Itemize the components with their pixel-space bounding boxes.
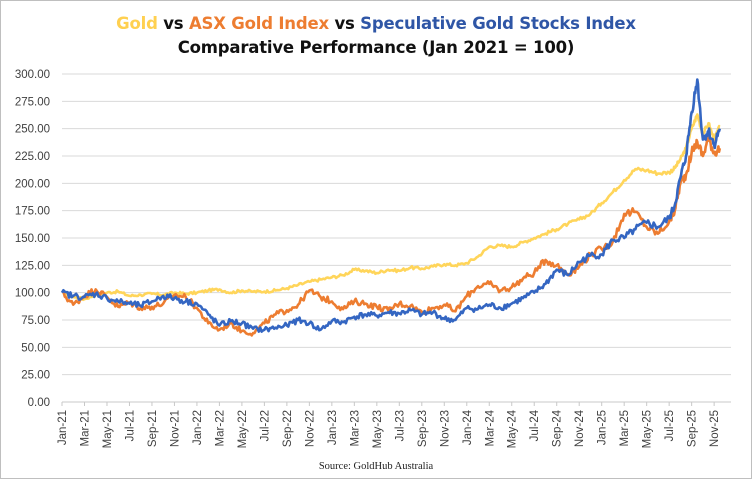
y-tick-label: 100.00: [15, 288, 50, 300]
x-tick-label: Sep-23: [417, 410, 429, 447]
y-tick-label: 75.00: [21, 315, 50, 327]
y-axis: 0.00 25.00 50.00 75.00 100.00 125.00 150.00 175…: [15, 69, 50, 409]
x-tick-label: Nov-24: [574, 409, 586, 447]
title-asx: ASX Gold Index: [188, 14, 329, 33]
y-tick-label: 200.00: [15, 178, 50, 190]
x-tick-label: Jan-23: [327, 410, 339, 445]
chart-title: Gold vs ASX Gold Index vs Speculative Go…: [0, 14, 752, 33]
series-line-spec: [60, 78, 722, 333]
y-tick-label: 275.00: [15, 96, 50, 108]
x-tick-label: May-24: [507, 409, 519, 448]
x-tick-label: Jul-23: [394, 410, 406, 441]
x-tick-label: Jul-24: [529, 409, 541, 441]
y-tick-label: 0.00: [28, 397, 50, 409]
x-tick-label: Jan-24: [462, 409, 474, 445]
x-tick-label: Mar-23: [349, 410, 361, 446]
x-axis: Jan-21 Mar-21 May-21 Jul-21 Sep-21 Nov-21 Jan-…: [57, 402, 721, 448]
x-tick-label: Mar-25: [619, 410, 631, 446]
title-vs-1: vs: [157, 14, 189, 33]
x-tick-label: Nov-21: [169, 410, 181, 447]
x-tick-label: May-22: [237, 410, 249, 448]
x-tick-label: Mar-24: [484, 409, 496, 446]
series-lines: [60, 78, 722, 337]
chart-subtitle: Comparative Performance (Jan 2021 = 100): [177, 38, 575, 57]
x-tick-label: Jul-22: [259, 410, 271, 441]
title-gold: Gold: [116, 14, 158, 33]
x-tick-label: Jan-21: [57, 410, 69, 445]
x-tick-label: Jan-25: [597, 410, 609, 445]
y-tick-label: 125.00: [15, 260, 50, 272]
x-tick-label: Jul-25: [664, 410, 676, 441]
x-tick-label: Mar-21: [79, 410, 91, 446]
title-spec: Speculative Gold Stocks Index: [360, 14, 636, 33]
series-line-gold: [61, 113, 721, 302]
x-tick-label: Sep-25: [687, 410, 699, 447]
y-tick-label: 300.00: [15, 69, 50, 81]
y-tick-label: 175.00: [15, 206, 50, 218]
y-tick-label: 50.00: [21, 342, 50, 354]
source-note: Source: GoldHub Australia: [318, 461, 434, 472]
x-tick-label: May-25: [642, 410, 654, 448]
x-tick-label: Nov-23: [439, 410, 451, 447]
y-tick-label: 225.00: [15, 151, 50, 163]
x-tick-label: Sep-24: [552, 409, 564, 447]
x-tick-label: Nov-22: [304, 410, 316, 447]
x-tick-label: Jan-22: [192, 410, 204, 445]
gridlines: [62, 73, 731, 403]
y-tick-label: 250.00: [15, 124, 50, 136]
y-tick-label: 25.00: [21, 370, 50, 382]
x-tick-label: Nov-25: [709, 410, 721, 447]
title-vs-2: vs: [328, 14, 361, 33]
x-tick-label: Sep-21: [147, 410, 159, 447]
x-tick-label: May-21: [102, 410, 114, 448]
y-tick-label: 150.00: [15, 233, 50, 245]
x-tick-label: May-23: [372, 410, 384, 448]
x-tick-label: Sep-22: [282, 410, 294, 447]
x-tick-label: Jul-21: [124, 410, 136, 441]
x-tick-label: Mar-22: [214, 410, 226, 446]
